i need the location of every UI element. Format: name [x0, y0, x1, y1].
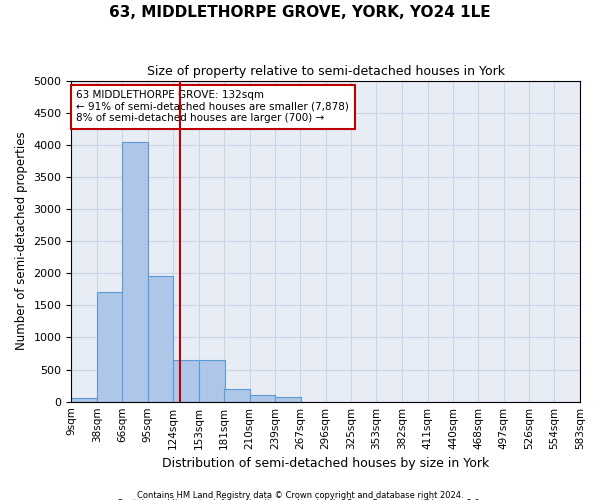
Bar [224, 389, 250, 402]
Y-axis label: Number of semi-detached properties: Number of semi-detached properties [15, 132, 28, 350]
Bar [275, 396, 301, 402]
Title: Size of property relative to semi-detached houses in York: Size of property relative to semi-detach… [147, 65, 505, 78]
Text: Contains public sector information licensed under the Open Government Licence v3: Contains public sector information licen… [118, 499, 482, 500]
Text: Contains HM Land Registry data © Crown copyright and database right 2024.: Contains HM Land Registry data © Crown c… [137, 490, 463, 500]
Bar [97, 292, 123, 402]
Bar [122, 142, 148, 402]
Bar [148, 276, 173, 402]
Bar [173, 360, 199, 402]
Bar [199, 360, 224, 402]
Text: 63 MIDDLETHORPE GROVE: 132sqm
← 91% of semi-detached houses are smaller (7,878)
: 63 MIDDLETHORPE GROVE: 132sqm ← 91% of s… [76, 90, 349, 124]
Text: 63, MIDDLETHORPE GROVE, YORK, YO24 1LE: 63, MIDDLETHORPE GROVE, YORK, YO24 1LE [109, 5, 491, 20]
X-axis label: Distribution of semi-detached houses by size in York: Distribution of semi-detached houses by … [162, 457, 490, 470]
Bar [71, 398, 97, 402]
Bar [250, 396, 275, 402]
